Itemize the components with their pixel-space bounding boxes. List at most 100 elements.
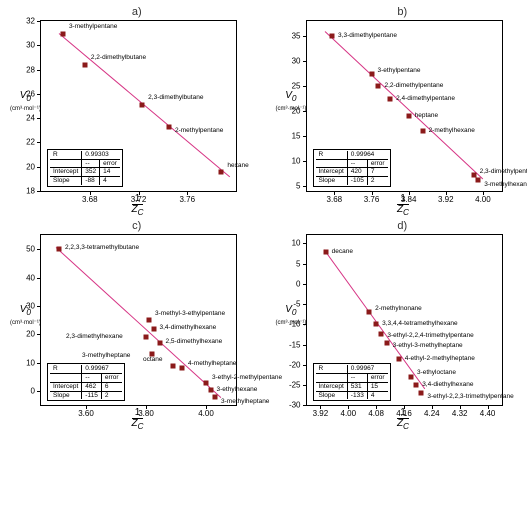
plot-area: -30-25-20-15-10-505103.924.004.084.164.2…: [306, 234, 503, 406]
panel-d: d)V0(cm³·mol⁻¹)-30-25-20-15-10-505103.92…: [272, 220, 527, 430]
data-point-label: hexane: [227, 162, 248, 169]
panel-label: d): [272, 220, 527, 232]
data-point-label: 2-methylpentane: [175, 127, 223, 134]
x-tick-label: 3.76: [364, 191, 380, 204]
y-tick-label: 35: [292, 32, 307, 41]
x-tick-label: 3.80: [138, 405, 154, 418]
data-point-label: 3-methyl-3-ethylpentane: [155, 311, 225, 318]
data-point: [144, 335, 149, 340]
y-tick-label: -30: [289, 401, 307, 410]
data-point-label: 3,4-diethylhexane: [422, 382, 473, 389]
y-tick-label: 40: [26, 273, 41, 282]
y-tick-label: -20: [289, 360, 307, 369]
data-point: [388, 96, 393, 101]
data-point: [204, 380, 209, 385]
y-tick-label: 30: [26, 302, 41, 311]
data-point: [140, 102, 145, 107]
data-point-label: 2,3-dimethylpentane: [480, 168, 527, 175]
data-point-label: 2,2,3,3-tetramethylbutane: [65, 245, 139, 252]
y-tick-label: 5: [296, 182, 306, 191]
x-tick-label: 4.08: [368, 405, 384, 418]
data-point-label: 4-methylheptane: [188, 361, 236, 368]
x-tick-label: 4.40: [480, 405, 496, 418]
y-tick-label: 0: [296, 279, 306, 288]
panel-label: b): [272, 6, 527, 18]
data-point: [369, 71, 374, 76]
data-point-label: 3-methylhexane: [484, 181, 527, 188]
data-point: [476, 177, 481, 182]
stats-box: R0.99967--errorIntercept4626Slope-1152: [47, 363, 125, 401]
data-point: [406, 114, 411, 119]
x-tick-label: 4.00: [340, 405, 356, 418]
data-point-label: 3-ethyl-2,2,4-trimethylpentane: [387, 333, 473, 340]
data-point-label: 2,3-dimethylbutane: [148, 95, 203, 102]
x-tick-label: 3.76: [179, 191, 195, 204]
data-point-label: 3-ethylhexane: [217, 386, 258, 393]
x-tick-label: 4.24: [424, 405, 440, 418]
data-point-label: decane: [332, 248, 353, 255]
y-tick-label: 32: [26, 17, 41, 26]
y-tick-label: 20: [26, 330, 41, 339]
data-point: [396, 356, 401, 361]
data-point: [82, 62, 87, 67]
data-point-label: heptane: [415, 113, 439, 120]
data-point-label: 2-methylhexane: [429, 128, 475, 135]
data-point: [151, 326, 156, 331]
data-point: [213, 394, 218, 399]
data-point: [219, 169, 224, 174]
data-point: [384, 340, 389, 345]
data-point-label: 3-ethyloctane: [417, 370, 456, 377]
data-point-label: 3,4-dimethylhexane: [160, 325, 217, 332]
y-tick-label: 15: [292, 132, 307, 141]
y-tick-label: -5: [293, 300, 306, 309]
y-tick-label: -10: [289, 320, 307, 329]
y-tick-label: -15: [289, 340, 307, 349]
data-point-label: 3-ethyl-2-methylpentane: [212, 374, 282, 381]
data-point: [57, 247, 62, 252]
data-point: [419, 391, 424, 396]
data-point-label: 3-methylpentane: [69, 24, 117, 31]
y-tick-label: 10: [292, 239, 307, 248]
data-point-label: 3-ethylpentane: [378, 67, 421, 74]
y-tick-label: 22: [26, 138, 41, 147]
y-tick-label: 10: [26, 358, 41, 367]
data-point: [60, 32, 65, 37]
y-tick-label: 10: [292, 157, 307, 166]
data-point-label: 4-ethyl-2-methylheptane: [405, 356, 475, 363]
y-tick-label: 30: [292, 57, 307, 66]
stats-box: R0.99303--errorIntercept35214Slope-884: [47, 149, 123, 187]
data-point-label: 2,4-dimethylpentane: [396, 95, 455, 102]
y-tick-label: 28: [26, 65, 41, 74]
y-tick-label: 26: [26, 89, 41, 98]
plot-area: 18202224262830323.683.723.763-methylpent…: [40, 20, 237, 192]
x-tick-label: 3.84: [401, 191, 417, 204]
panel-label: c): [6, 220, 268, 232]
y-tick-label: 20: [26, 162, 41, 171]
panel-c: c)V0(cm³·mol⁻¹)010203040503.603.804.002,…: [6, 220, 268, 430]
y-tick-label: 18: [26, 187, 41, 196]
data-point-label: 2,3-dimethylhexane: [66, 334, 123, 341]
panel-label: a): [6, 6, 268, 18]
data-point-label: 3-ethyl-2,2,3-trimethylpentane: [427, 394, 513, 401]
data-point: [367, 310, 372, 315]
x-tick-label: 4.00: [198, 405, 214, 418]
y-tick-label: 5: [296, 259, 306, 268]
x-tick-label: 3.60: [78, 405, 94, 418]
data-point-label: 3,3-dimethylpentane: [338, 33, 397, 40]
panel-b: b)V0(cm³·mol⁻¹)51015202530353.683.763.84…: [272, 6, 527, 216]
data-point: [408, 374, 413, 379]
panel-grid: a)V0(cm³·mol⁻¹)18202224262830323.683.723…: [6, 6, 527, 431]
y-tick-label: 25: [292, 82, 307, 91]
data-point: [414, 383, 419, 388]
data-point: [420, 129, 425, 134]
data-point: [374, 322, 379, 327]
y-tick-label: 24: [26, 114, 41, 123]
data-point: [323, 249, 328, 254]
data-point-label: 2,2-dimethylpentane: [384, 83, 443, 90]
x-tick-label: 4.32: [452, 405, 468, 418]
plot-area: 010203040503.603.804.002,2,3,3-tetrameth…: [40, 234, 237, 406]
x-tick-label: 3.92: [313, 405, 329, 418]
data-point-label: 3,3,4,4-tetramethylhexane: [382, 321, 458, 328]
x-tick-label: 4.16: [396, 405, 412, 418]
x-tick-label: 3.68: [82, 191, 98, 204]
